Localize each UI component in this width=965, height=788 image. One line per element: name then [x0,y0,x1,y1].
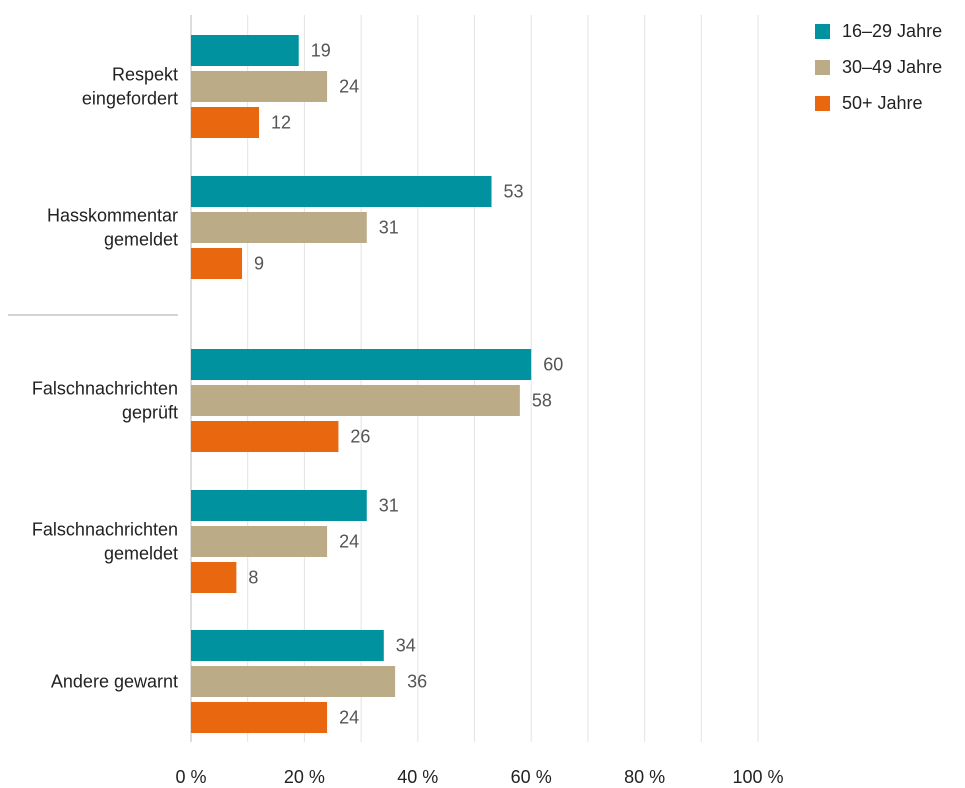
bar [191,526,328,557]
legend-label-30-49: 30–49 Jahre [842,56,943,77]
bar-value-label: 8 [248,568,258,588]
x-tick-label: 100 % [732,767,783,787]
bar-value-label: 58 [532,391,552,411]
category-label-line: gemeldet [104,230,178,250]
category-labels: Respekt eingefordert Hasskommentar gemeldet… [32,65,178,692]
bar-value-label: 26 [350,427,370,447]
bar-value-label: 53 [504,182,524,202]
bars: 19 24 12 53 31 9 60 58 26 31 24 8 34 36 24 [191,35,563,733]
bar-value-label: 36 [407,672,427,692]
category-label: Falschnachrichten geprüft [32,379,178,423]
bar [191,349,532,380]
x-tick-label: 80 % [624,767,665,787]
category-label-line: Falschnachrichten [32,520,178,540]
x-tick-label: 40 % [397,767,438,787]
bar [191,666,396,697]
legend-swatch-30-49 [815,59,830,75]
bar [191,630,384,661]
legend: 16–29 Jahre 30–49 Jahre 50+ Jahre [815,13,942,121]
bar-value-label: 24 [339,708,359,728]
category-label: Hasskommentar gemeldet [47,206,178,250]
legend-label-16-29: 16–29 Jahre [842,20,943,41]
bar-value-label: 12 [271,113,291,133]
category-label-line: eingefordert [82,89,178,109]
category-label-line: Falschnachrichten [32,379,178,399]
legend-item-30-49: 30–49 Jahre [815,49,942,85]
legend-item-50plus: 50+ Jahre [815,85,942,121]
bar-value-label: 34 [396,636,416,656]
bar-value-label: 31 [379,218,399,238]
bar-value-label: 31 [379,496,399,516]
bar-value-label: 60 [543,355,563,375]
bar [191,562,237,593]
x-tick-label: 20 % [284,767,325,787]
bar [191,107,260,138]
bar-value-label: 24 [339,532,359,552]
x-tick-label: 0 % [175,767,206,787]
legend-swatch-16-29 [815,23,830,39]
bar [191,35,299,66]
category-label-line: Respekt [112,65,178,85]
x-tick-label: 60 % [511,767,552,787]
bar [191,176,492,207]
bar [191,248,243,279]
bar [191,385,520,416]
legend-swatch-50plus [815,95,830,111]
bar-value-label: 9 [254,254,264,274]
category-label-line: Andere gewarnt [51,672,178,692]
bar [191,490,367,521]
bar [191,421,339,452]
category-label-line: geprüft [122,403,178,423]
legend-item-16-29: 16–29 Jahre [815,13,942,49]
category-label: Respekt eingefordert [82,65,178,109]
x-axis-tick-labels: 0 % 20 % 40 % 60 % 80 % 100 % [175,767,783,787]
bar [191,212,367,243]
category-label-line: gemeldet [104,544,178,564]
bar [191,702,328,733]
legend-label-50plus: 50+ Jahre [842,92,923,113]
bar [191,71,328,102]
category-label: Falschnachrichten gemeldet [32,520,178,564]
category-label-line: Hasskommentar [47,206,178,226]
category-label: Andere gewarnt [51,672,178,692]
bar-value-label: 19 [311,41,331,61]
bar-value-label: 24 [339,77,359,97]
